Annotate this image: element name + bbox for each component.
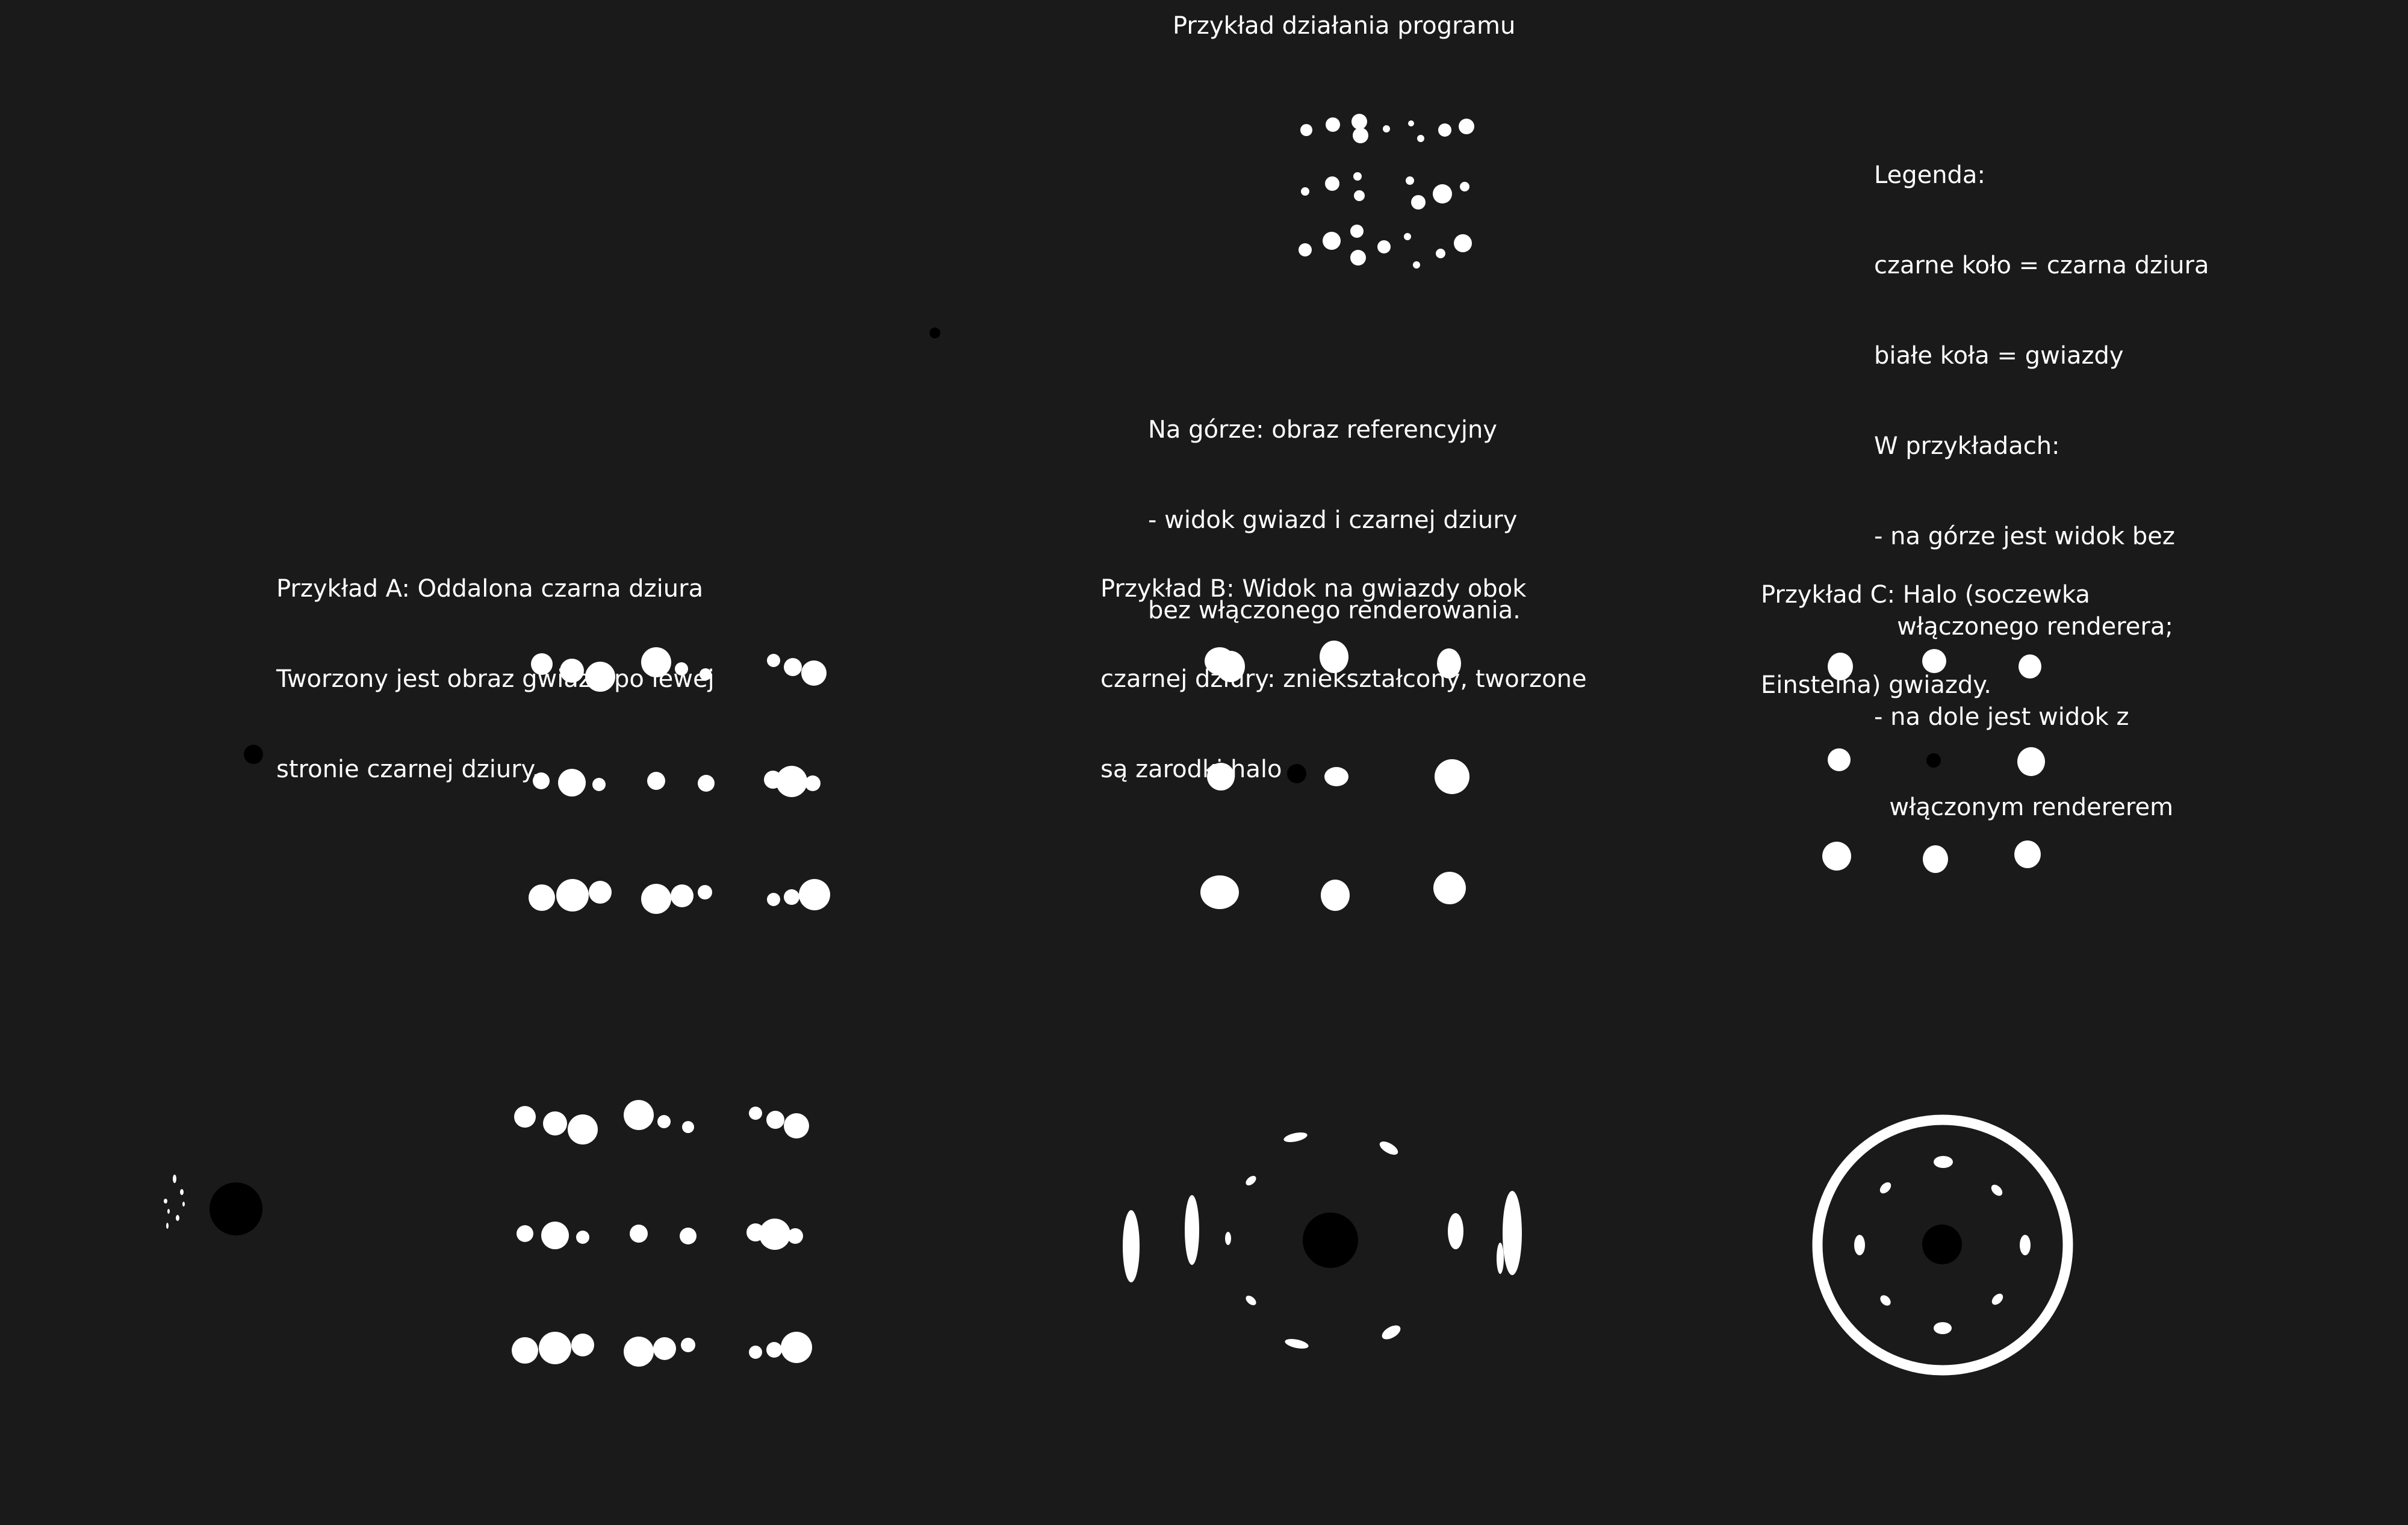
example-a-caption: Przykład A: Oddalona czarna dziura Tworz… xyxy=(276,514,715,815)
example-c-einstein-ring xyxy=(1812,1114,2073,1376)
caption-line: czarnej dziury: zniekształcony, tworzone xyxy=(1100,665,1587,693)
example-a-top-black-hole xyxy=(244,745,263,764)
caption-line: są zarodki halo xyxy=(1100,756,1282,783)
example-c-top-stars xyxy=(1822,649,2045,873)
legend-line: czarne koło = czarna dziura xyxy=(1874,252,2209,279)
example-b-top-stars xyxy=(1200,641,1469,911)
legend-line: - na górze jest widok bez xyxy=(1874,523,2175,550)
reference-black-hole xyxy=(929,328,940,338)
caption-line: Einsteina) gwiazdy. xyxy=(1761,671,1991,699)
caption-line: bez włączonego renderowania. xyxy=(1148,597,1521,624)
example-c-caption: Przykład C: Halo (soczewka Einsteina) gw… xyxy=(1761,520,2090,730)
caption-line: Przykład C: Halo (soczewka xyxy=(1761,581,2090,609)
example-a-lensed-fragments xyxy=(164,1175,185,1229)
caption-line: Przykład B: Widok na gwiazdy obok xyxy=(1100,575,1527,603)
caption-line: - widok gwiazd i czarnej dziury xyxy=(1148,506,1518,534)
example-a-bottom-black-hole xyxy=(209,1182,262,1235)
legend-line: W przykładach: xyxy=(1874,432,2060,460)
reference-star-field xyxy=(1299,114,1474,269)
page-title: Przykład działania programu xyxy=(1173,12,1516,40)
example-a-top-stars xyxy=(529,647,830,914)
example-c-top-black-hole xyxy=(1926,753,1941,768)
example-b-caption: Przykład B: Widok na gwiazdy obok czarne… xyxy=(1100,514,1587,815)
caption-line: Tworzony jest obraz gwiazd po lewej xyxy=(276,665,715,693)
legend-line: Legenda: xyxy=(1874,161,1985,189)
caption-line: Przykład A: Oddalona czarna dziura xyxy=(276,575,704,603)
legend: Legenda: czarne koło = czarna dziura bia… xyxy=(1874,100,2209,853)
legend-line: - na dole jest widok z xyxy=(1874,703,2129,731)
reference-caption: Na górze: obraz referencyjny - widok gwi… xyxy=(1148,355,1521,656)
example-a-bottom-stars xyxy=(512,1100,812,1367)
legend-line: włączonym rendererem xyxy=(1874,794,2174,821)
legend-line: białe koła = gwiazdy xyxy=(1874,342,2124,370)
caption-line: stronie czarnej dziury. xyxy=(276,756,540,783)
caption-line: Na górze: obraz referencyjny xyxy=(1148,416,1497,444)
example-b-bottom-black-hole xyxy=(1303,1213,1358,1268)
example-b-lensed-arcs xyxy=(1123,1132,1522,1349)
legend-line: włączonego renderera; xyxy=(1874,613,2173,641)
example-b-top-black-hole xyxy=(1287,764,1306,783)
